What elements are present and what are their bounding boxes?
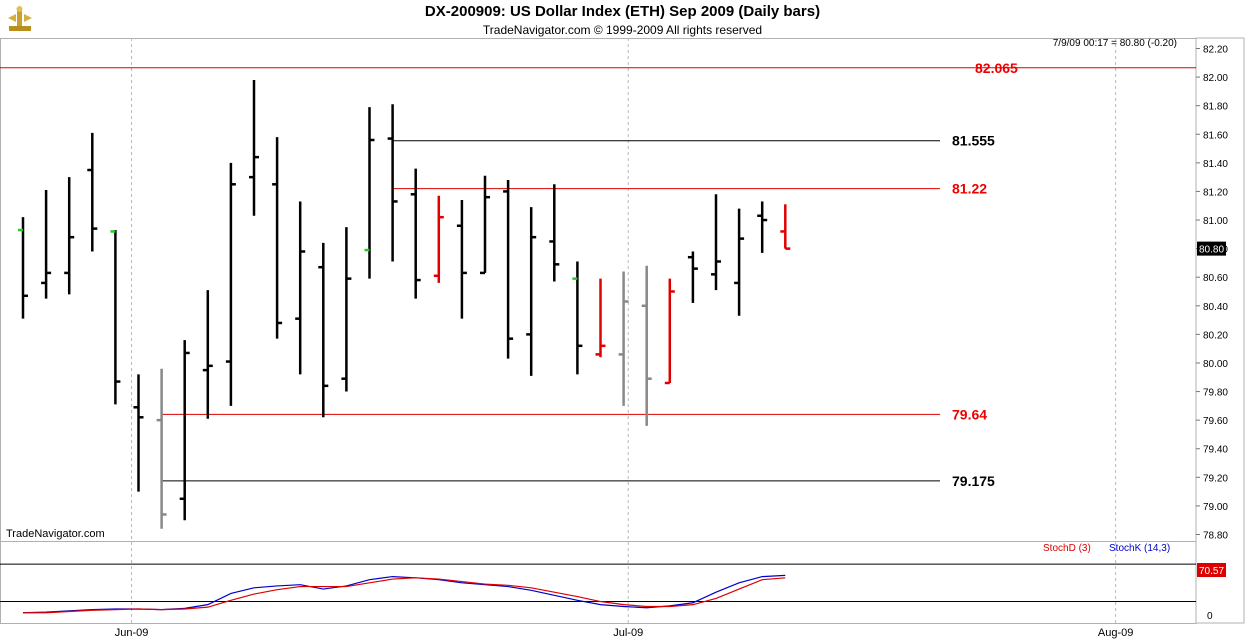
x-tick-label: Jun-09: [115, 627, 149, 639]
watermark-text: TradeNavigator.com: [6, 528, 105, 540]
oscillator-last-value-box: [1197, 563, 1226, 577]
y-tick-label: 82.20: [1203, 45, 1228, 56]
trade-navigator-logo-icon: [8, 6, 32, 31]
legend-stochd: StochD (3): [1043, 543, 1091, 554]
y-tick-label: 81.80: [1203, 102, 1228, 113]
stochd-line: [23, 577, 786, 614]
level-label: 82.065: [975, 60, 1018, 76]
y-tick-label: 82.00: [1203, 73, 1228, 84]
last-price-box: [1197, 241, 1226, 256]
y-tick-label: 81.00: [1203, 216, 1228, 227]
chart-title: DX-200909: US Dollar Index (ETH) Sep 200…: [424, 3, 821, 20]
x-tick-label: Jul-09: [613, 627, 643, 639]
y-tick-label: 79.80: [1203, 388, 1228, 399]
y-tick-label: 81.60: [1203, 130, 1228, 141]
oscillator-y-tick-label: 0: [1207, 611, 1213, 622]
y-tick-label: 78.80: [1203, 531, 1228, 542]
oscillator-last-value-label: 70.57: [1199, 566, 1224, 577]
y-tick-label: 79.60: [1203, 416, 1228, 427]
price-panel-frame: [0, 38, 1197, 542]
level-label: 79.64: [952, 406, 987, 422]
y-tick-label: 80.00: [1203, 359, 1228, 370]
last-price-label: 80.80: [1199, 245, 1224, 256]
y-tick-label: 80.40: [1203, 302, 1228, 313]
legend-stochk: StochK (14,3): [1109, 543, 1170, 554]
stochk-line: [22, 574, 786, 614]
y-tick-label: 81.20: [1203, 187, 1228, 198]
level-label: 81.555: [952, 133, 995, 149]
price-axis-frame: [1195, 37, 1245, 624]
chart-copyright: TradeNavigator.com © 1999-2009 All right…: [482, 23, 763, 37]
x-tick-label: Aug-09: [1098, 627, 1133, 639]
y-tick-label: 79.20: [1203, 473, 1228, 484]
y-tick-label: 79.40: [1203, 445, 1228, 456]
y-tick-label: 80.60: [1203, 273, 1228, 284]
y-tick-label: 79.00: [1203, 502, 1228, 513]
level-label: 81.22: [952, 181, 987, 197]
oscillator-panel-frame: [0, 541, 1197, 624]
level-label: 79.175: [952, 473, 995, 489]
y-tick-label: 80.20: [1203, 330, 1228, 341]
y-tick-label: 81.40: [1203, 159, 1228, 170]
quote-text: 7/9/09 00:17 = 80.80 (-0.20): [1053, 38, 1177, 49]
